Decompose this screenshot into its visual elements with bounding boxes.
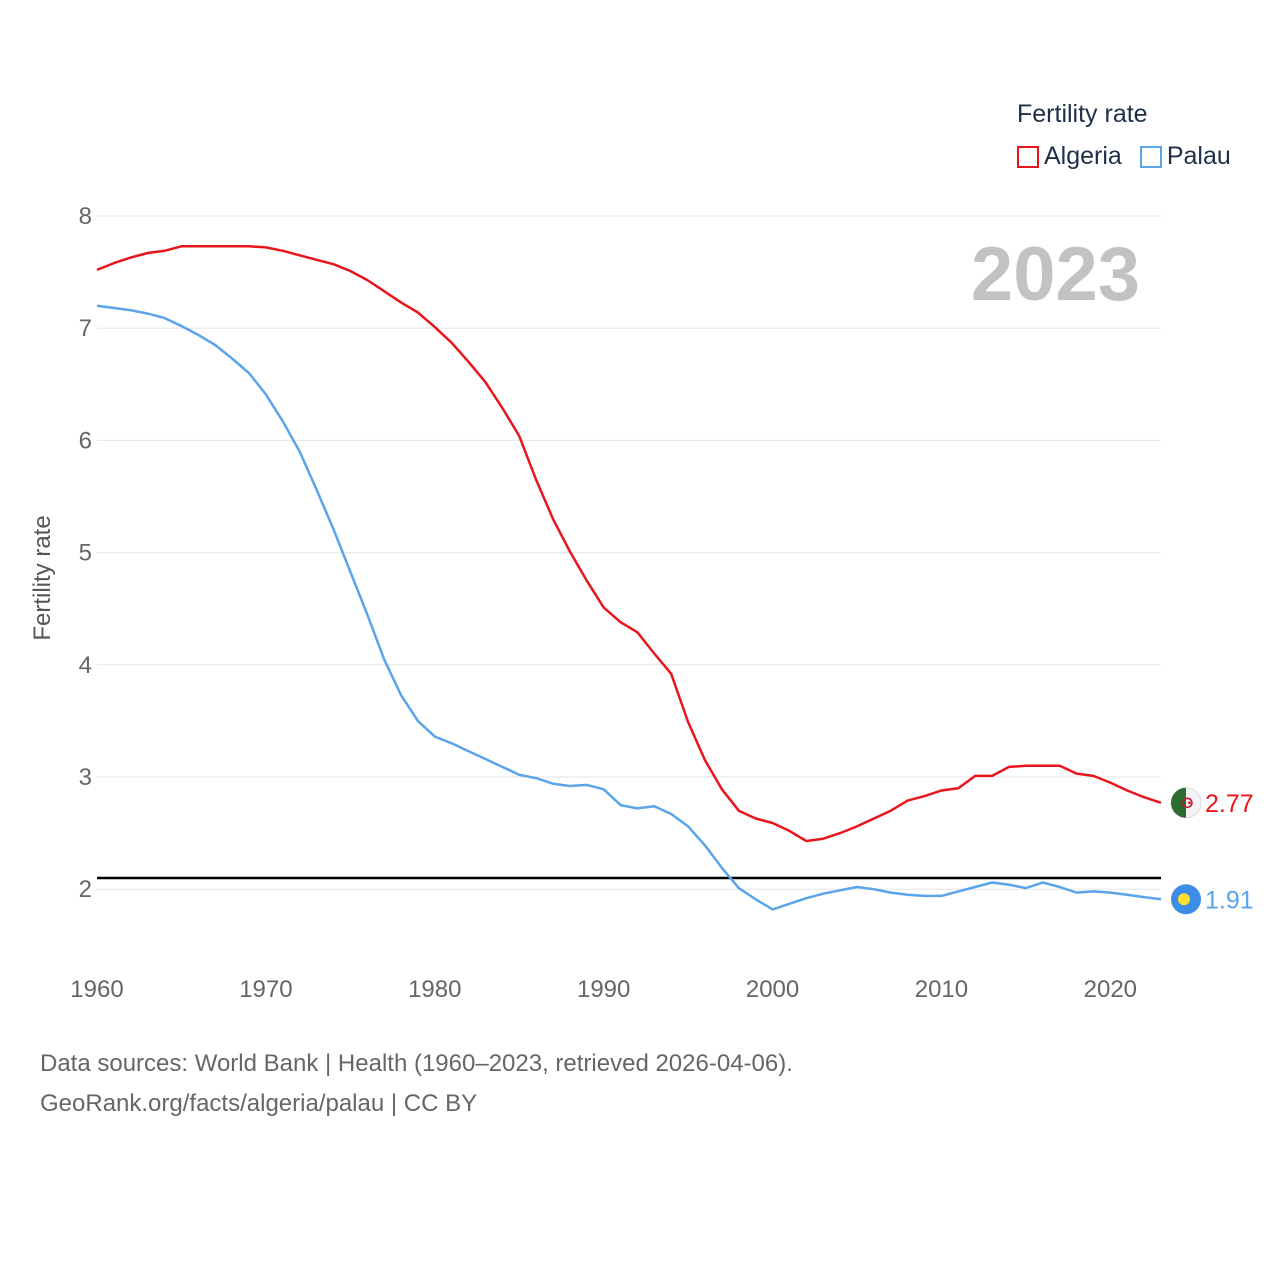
y-axis-title: Fertility rate <box>29 515 56 640</box>
legend-swatch-algeria <box>1017 145 1039 168</box>
legend-label-algeria: Algeria <box>1044 142 1122 170</box>
y-tick-label: 5 <box>79 540 92 567</box>
legend-item-palau[interactable]: Palau <box>1139 142 1231 171</box>
y-tick-label: 4 <box>79 652 92 679</box>
x-tick-label: 1970 <box>239 976 292 1003</box>
algeria-flag-icon <box>1170 787 1202 819</box>
x-tick-label: 2010 <box>915 976 968 1003</box>
x-tick-label: 1990 <box>577 976 630 1003</box>
gridlines <box>97 215 1161 890</box>
legend-label-palau: Palau <box>1166 142 1231 170</box>
legend-swatch-palau <box>1139 145 1162 168</box>
y-tick-label: 2 <box>79 876 92 903</box>
y-tick-label: 8 <box>79 203 92 230</box>
data-sources: Data sources: World Bank | Health (1960–… <box>40 1050 793 1077</box>
legend-item-algeria[interactable]: Algeria <box>1017 142 1122 171</box>
y-axis-ticks: 2 3 4 5 6 7 8 <box>79 203 92 903</box>
footer: Data sources: World Bank | Health (1960–… <box>40 1044 793 1124</box>
series-line-algeria <box>96 245 1162 843</box>
x-tick-label: 2020 <box>1084 976 1137 1003</box>
x-tick-label: 1960 <box>70 976 123 1003</box>
year-label: 2023 <box>971 232 1140 317</box>
palau-flag-icon <box>1171 884 1201 915</box>
y-tick-label: 7 <box>79 315 92 342</box>
y-tick-label: 3 <box>79 764 92 791</box>
x-tick-label: 1980 <box>408 976 461 1003</box>
algeria-end-value: 2.77 <box>1205 790 1254 818</box>
x-tick-label: 2000 <box>746 976 799 1003</box>
legend-title: Fertility rate <box>1017 100 1148 128</box>
series-lines <box>96 245 1162 911</box>
x-axis-ticks: 1960 1970 1980 1990 2000 2010 2020 <box>70 976 1137 1003</box>
source-link[interactable]: GeoRank.org/facts/algeria/palau | CC BY <box>40 1090 478 1117</box>
y-tick-label: 6 <box>79 427 92 454</box>
legend: Algeria Palau <box>1017 142 1249 171</box>
palau-end-value: 1.91 <box>1205 886 1254 914</box>
series-line-palau <box>96 304 1162 911</box>
